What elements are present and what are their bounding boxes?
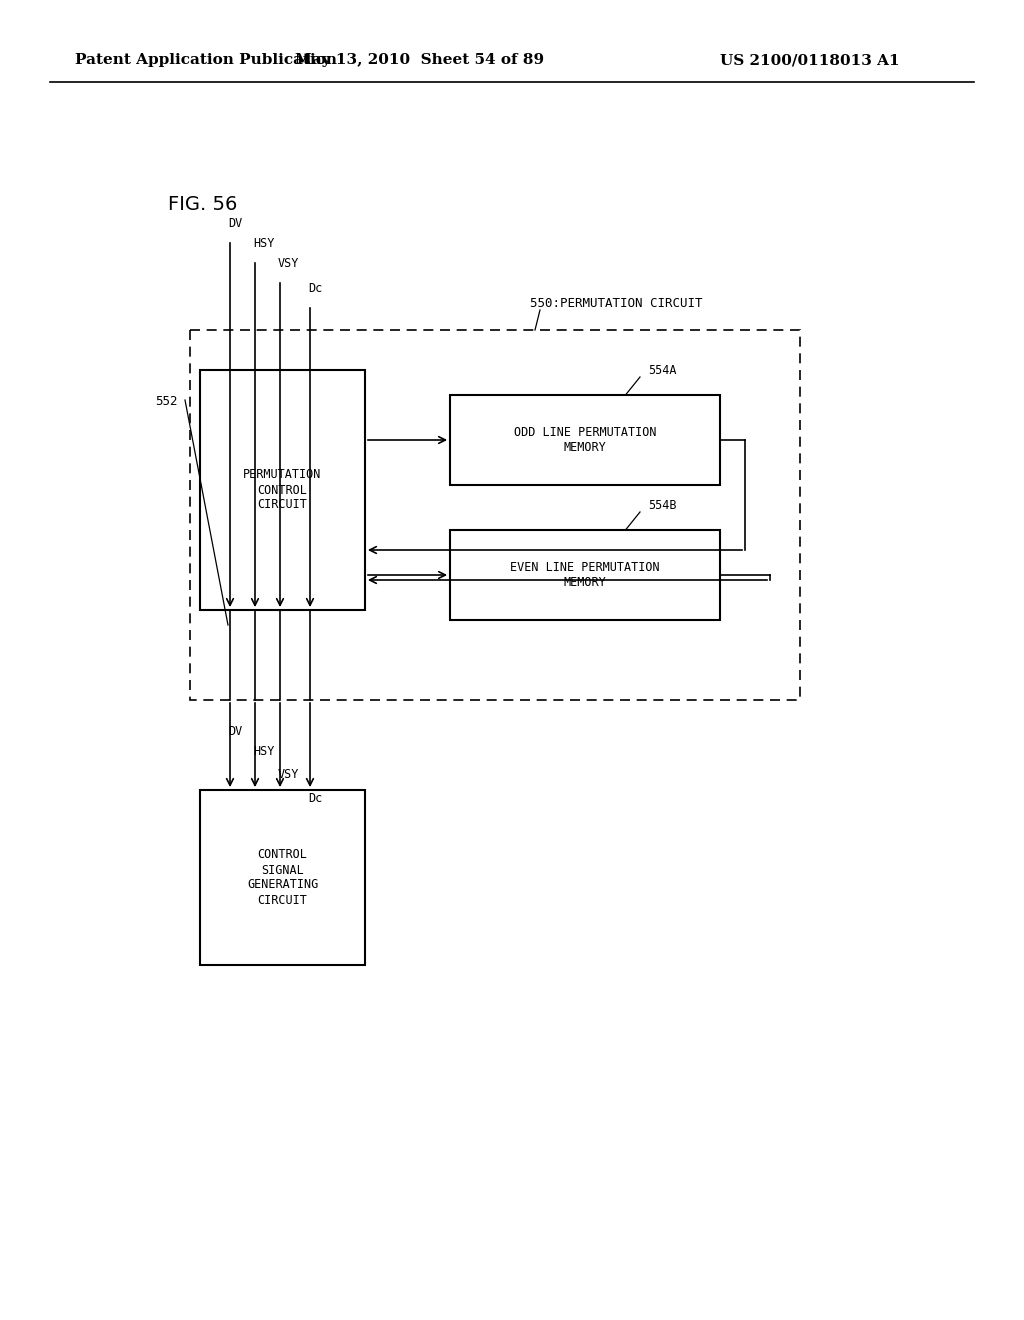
Text: VSY: VSY [278,768,299,781]
Text: EVEN LINE PERMUTATION
MEMORY: EVEN LINE PERMUTATION MEMORY [510,561,659,589]
Text: FIG. 56: FIG. 56 [168,195,238,214]
Text: 554B: 554B [648,499,677,512]
Text: Dc: Dc [308,282,323,294]
Bar [200,789,365,965]
Text: ODD LINE PERMUTATION
MEMORY: ODD LINE PERMUTATION MEMORY [514,426,656,454]
Bar [450,531,720,620]
Bar [190,330,800,700]
Text: HSY: HSY [253,238,274,249]
Bar [450,395,720,484]
Text: DV: DV [228,725,243,738]
Bar [200,370,365,610]
Text: 550:PERMUTATION CIRCUIT: 550:PERMUTATION CIRCUIT [530,297,702,310]
Text: 552: 552 [155,395,177,408]
Text: Dc: Dc [308,792,323,805]
Text: CONTROL
SIGNAL
GENERATING
CIRCUIT: CONTROL SIGNAL GENERATING CIRCUIT [247,849,318,907]
Text: US 2100/0118013 A1: US 2100/0118013 A1 [720,53,900,67]
Text: May 13, 2010  Sheet 54 of 89: May 13, 2010 Sheet 54 of 89 [296,53,545,67]
Text: VSY: VSY [278,257,299,271]
Text: HSY: HSY [253,744,274,758]
Text: 554A: 554A [648,364,677,378]
Text: Patent Application Publication: Patent Application Publication [75,53,337,67]
Text: DV: DV [228,216,243,230]
Text: PERMUTATION
CONTROL
CIRCUIT: PERMUTATION CONTROL CIRCUIT [244,469,322,511]
